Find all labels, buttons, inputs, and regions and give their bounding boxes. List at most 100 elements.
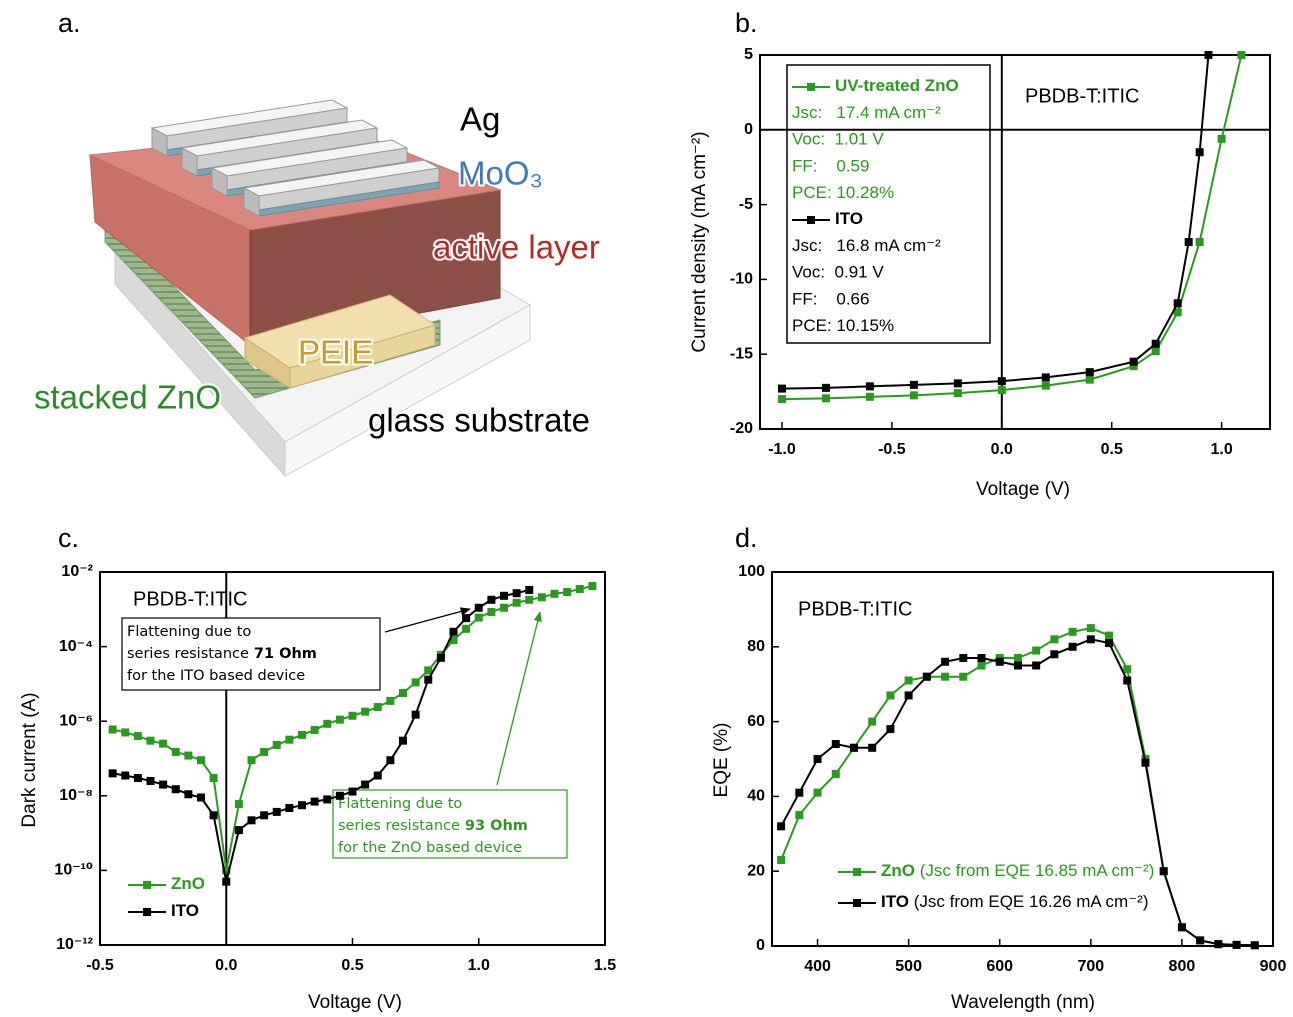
data-point <box>209 811 218 820</box>
legend-label: ZnO (Jsc from EQE 16.85 mA cm⁻²) <box>881 861 1154 880</box>
legend-name: ITO <box>881 892 909 911</box>
data-point <box>1041 373 1050 382</box>
annotation-text: series resistance 93 Ohm <box>338 818 528 834</box>
legend-stat: FF: 0.59 <box>792 156 869 175</box>
legend-label: ITO (Jsc from EQE 16.26 mA cm⁻²) <box>881 892 1149 911</box>
y-tick-label: 10⁻¹² <box>56 936 93 953</box>
data-point <box>525 585 534 594</box>
panel-label: d. <box>735 523 758 553</box>
y-tick-label: -15 <box>730 345 753 362</box>
data-point <box>449 636 458 645</box>
legend-marker <box>853 868 861 876</box>
data-point <box>959 654 968 663</box>
x-tick-label: 400 <box>804 958 831 975</box>
annotation: PBDB-T:ITIC <box>1025 85 1139 107</box>
data-point <box>550 589 559 598</box>
finger <box>242 159 441 217</box>
data-point <box>977 661 986 670</box>
data-point <box>941 672 950 681</box>
data-point <box>260 811 269 820</box>
data-point <box>995 657 1004 666</box>
data-point <box>1086 635 1095 644</box>
data-point <box>386 756 395 765</box>
data-point <box>197 756 205 765</box>
annotation-arrow <box>384 607 472 633</box>
data-point <box>222 877 231 886</box>
legend-stat: Voc: 1.01 V <box>792 130 884 149</box>
data-point <box>777 395 786 404</box>
data-point <box>1068 627 1077 636</box>
data-point <box>285 735 294 744</box>
data-point <box>121 771 130 780</box>
y-tick-label: 10⁻² <box>61 563 93 580</box>
data-point <box>868 743 877 752</box>
legend-note: (Jsc from EQE 16.26 mA cm⁻²) <box>909 892 1148 911</box>
data-point <box>537 593 546 602</box>
x-tick-label: 800 <box>1169 958 1196 975</box>
legend-name: ZnO <box>881 861 915 880</box>
annotation-text: for the ZnO based device <box>338 840 522 856</box>
data-point <box>1123 676 1132 685</box>
x-tick-label: 0.0 <box>991 441 1013 458</box>
data-point <box>1013 661 1022 670</box>
data-point <box>399 689 407 698</box>
data-point <box>1173 308 1182 317</box>
data-point <box>849 743 858 752</box>
data-point <box>197 793 205 802</box>
y-tick-label: 10⁻⁸ <box>59 787 93 804</box>
series-line <box>781 54 1210 390</box>
data-point <box>588 582 597 591</box>
legend-name: ITO <box>171 901 199 920</box>
y-axis-title: EQE (%) <box>711 723 732 798</box>
legend-label: ITO <box>171 901 199 920</box>
legend-marker <box>143 881 151 889</box>
layer-label: MoO₃ <box>458 155 543 192</box>
data-point <box>335 791 344 800</box>
data-point <box>977 654 986 663</box>
annotation-run: 93 Ohm <box>465 818 528 834</box>
data-point <box>323 719 332 728</box>
data-point <box>1184 238 1193 246</box>
data-point <box>821 383 830 392</box>
annotation-box <box>332 789 568 859</box>
data-point <box>146 776 155 785</box>
data-point <box>361 780 370 789</box>
legend-name: UV-treated ZnO <box>835 76 959 95</box>
data-point <box>904 676 913 685</box>
legend-marker <box>807 216 815 224</box>
data-point <box>108 725 117 734</box>
y-axis-title: Current density (mA cm⁻²) <box>689 131 710 352</box>
annotation-run: Flattening due to <box>127 624 251 640</box>
legend-marker <box>853 899 861 907</box>
x-tick-label: 500 <box>895 958 922 975</box>
data-point <box>575 585 584 594</box>
data-point <box>348 787 357 796</box>
data-point <box>272 741 281 750</box>
data-point <box>997 377 1006 386</box>
legend-name: ITO <box>835 209 863 228</box>
legend-stat: FF: 0.66 <box>792 289 869 308</box>
data-point <box>1204 51 1213 59</box>
ag-fingers <box>150 99 441 217</box>
annotation: PBDB-T:ITIC <box>133 588 247 610</box>
data-point <box>831 769 840 778</box>
data-point <box>500 591 508 600</box>
data-point <box>1050 650 1059 659</box>
data-point <box>222 866 231 875</box>
plot-frame <box>759 54 1271 430</box>
data-point <box>941 657 950 666</box>
legend-name: ZnO <box>171 874 205 893</box>
data-point <box>133 732 142 741</box>
y-tick-label: 20 <box>747 862 765 879</box>
data-point <box>285 804 294 813</box>
data-point <box>399 736 407 745</box>
x-tick-label: -0.5 <box>878 441 906 458</box>
data-point <box>424 675 433 684</box>
x-axis-title: Voltage (V) <box>976 479 1070 500</box>
data-point <box>831 740 840 749</box>
data-point <box>795 811 804 820</box>
data-point <box>436 653 445 662</box>
y-tick-label: 40 <box>747 788 765 805</box>
y-tick-label: 0 <box>744 121 753 138</box>
